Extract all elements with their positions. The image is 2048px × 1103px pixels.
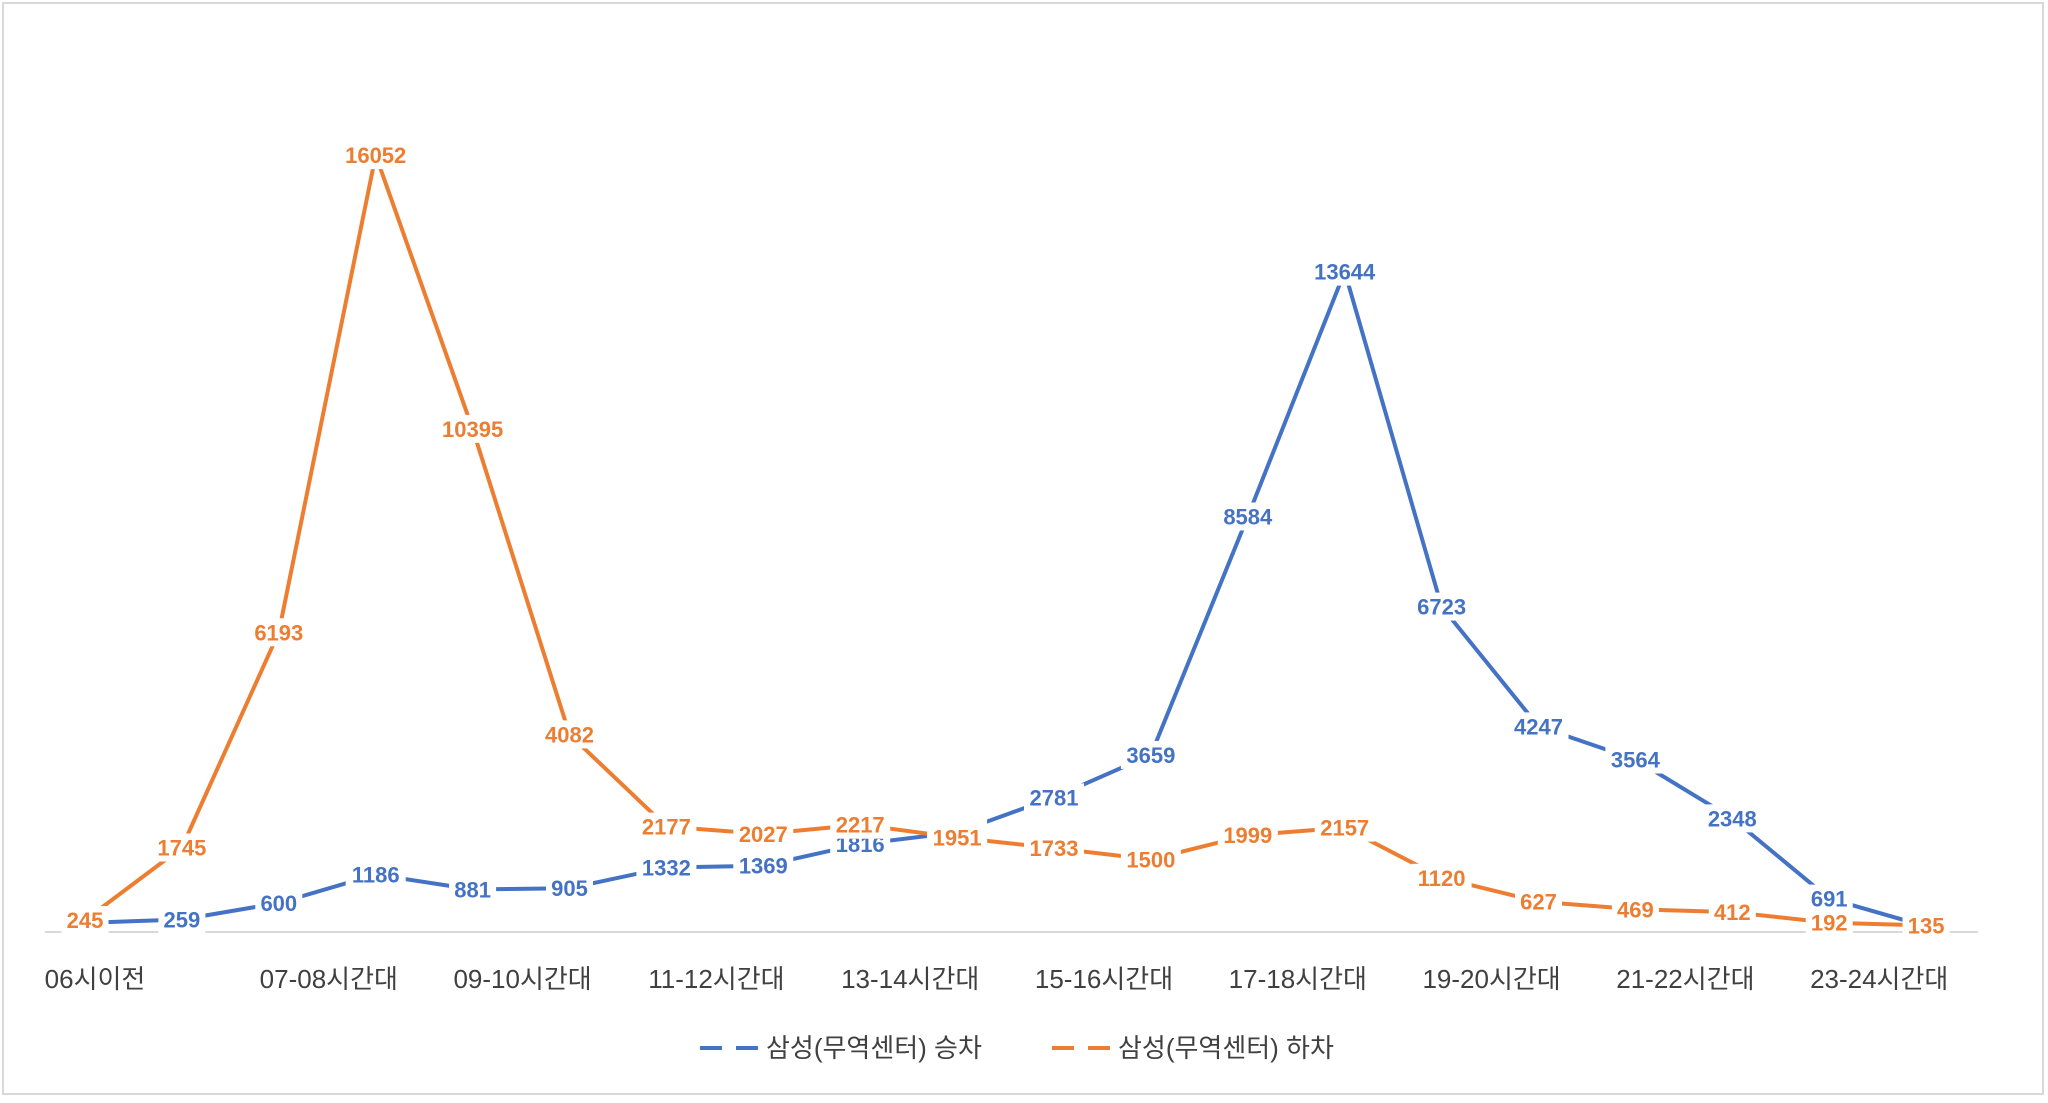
data-label-bg <box>539 720 600 749</box>
data-label-bg <box>927 823 988 852</box>
data-label-bg <box>1805 908 1853 937</box>
data-label-bg <box>436 414 510 443</box>
data-label: 1332 <box>642 856 691 881</box>
data-label-layer: 1882596001186881905133213691816205827813… <box>61 141 1950 941</box>
data-label: 1999 <box>1223 823 1272 848</box>
data-label-bg <box>1120 845 1181 874</box>
data-label: 2027 <box>739 822 788 847</box>
data-label-bg <box>1508 712 1569 741</box>
data-label-bg <box>733 851 794 880</box>
x-tick-label: 21-22시간대 <box>1616 964 1754 994</box>
data-label: 881 <box>454 877 491 902</box>
data-label-bg <box>61 906 109 935</box>
data-label-bg <box>546 874 593 903</box>
data-label: 1745 <box>157 836 206 861</box>
data-label-bg <box>158 905 206 934</box>
data-label-bg <box>151 833 212 862</box>
data-label-bg <box>1605 745 1666 774</box>
data-label: 8584 <box>1223 505 1273 530</box>
data-label-bg <box>1611 895 1659 924</box>
x-tick-label: 11-12시간대 <box>648 964 784 994</box>
data-label: 1120 <box>1418 866 1466 891</box>
data-label-bg <box>1411 592 1472 621</box>
data-label-bg <box>1217 821 1278 850</box>
data-label-bg <box>255 889 303 917</box>
data-label: 2217 <box>836 813 885 838</box>
data-label: 905 <box>551 876 588 901</box>
data-label-bg <box>733 819 794 848</box>
data-label: 1951 <box>933 826 982 851</box>
data-label: 6723 <box>1417 595 1466 620</box>
data-label: 4082 <box>545 722 594 747</box>
x-tick-label: 23-24시간대 <box>1810 964 1948 994</box>
data-label: 627 <box>1520 890 1557 915</box>
data-label: 259 <box>164 908 201 933</box>
x-tick-label: 17-18시간대 <box>1229 964 1367 994</box>
data-label: 2177 <box>642 815 691 840</box>
data-label-bg <box>1702 804 1763 833</box>
data-label: 245 <box>67 908 104 933</box>
data-label: 16052 <box>345 143 406 168</box>
data-label: 3564 <box>1611 748 1661 773</box>
data-label-bg <box>830 810 891 839</box>
data-label-bg <box>345 860 406 889</box>
data-label-bg <box>1708 898 1756 927</box>
data-label: 691 <box>1811 887 1848 912</box>
data-label-bg <box>1411 863 1472 892</box>
data-label: 192 <box>1811 911 1848 936</box>
x-tick-label: 19-20시간대 <box>1422 964 1560 994</box>
data-label-bg <box>636 812 697 841</box>
data-label: 412 <box>1714 900 1751 925</box>
data-label: 6193 <box>254 620 303 645</box>
data-label: 2348 <box>1708 806 1757 831</box>
data-label: 2781 <box>1030 785 1079 810</box>
data-label: 600 <box>260 891 297 916</box>
x-tick-label: 07-08시간대 <box>260 964 398 994</box>
data-label-bg <box>1314 813 1375 842</box>
data-label-bg <box>1024 834 1084 863</box>
legend-label-0: 삼성(무역센터) 승차 <box>766 1033 982 1063</box>
data-label-bg <box>248 618 309 647</box>
data-label: 3659 <box>1126 743 1175 768</box>
data-label-bg <box>1120 740 1181 769</box>
data-label-bg <box>339 141 413 170</box>
x-tick-label: 06시이전 <box>45 964 146 994</box>
data-label: 2157 <box>1320 816 1369 841</box>
data-label-bg <box>636 853 697 882</box>
data-label-bg <box>1024 783 1084 812</box>
x-tick-label: 13-14시간대 <box>841 964 979 994</box>
x-tick-label: 15-16시간대 <box>1035 964 1173 994</box>
data-label: 1186 <box>352 863 400 888</box>
data-label: 13644 <box>1314 260 1376 285</box>
data-label: 1500 <box>1126 847 1175 872</box>
data-label-bg <box>1217 502 1278 531</box>
data-label-bg <box>1902 911 1950 940</box>
data-label-bg <box>1308 257 1382 286</box>
legend: 삼성(무역센터) 승차 삼성(무역센터) 하차 <box>700 1033 1334 1063</box>
data-label: 1369 <box>739 854 788 879</box>
data-label: 1733 <box>1030 836 1079 861</box>
data-label: 10395 <box>442 417 503 442</box>
x-tick-label: 09-10시간대 <box>453 964 591 994</box>
data-label: 4247 <box>1514 714 1563 739</box>
data-label-bg <box>449 875 497 904</box>
data-label: 469 <box>1617 897 1654 922</box>
legend-label-1: 삼성(무역센터) 하차 <box>1118 1033 1334 1063</box>
x-tick-labels: 06시이전 07-08시간대 09-10시간대 11-12시간대 13-14시간대 15-… <box>45 964 1949 994</box>
data-label-bg <box>1515 887 1562 916</box>
data-label-bg <box>1805 884 1853 913</box>
data-label: 135 <box>1908 914 1945 939</box>
